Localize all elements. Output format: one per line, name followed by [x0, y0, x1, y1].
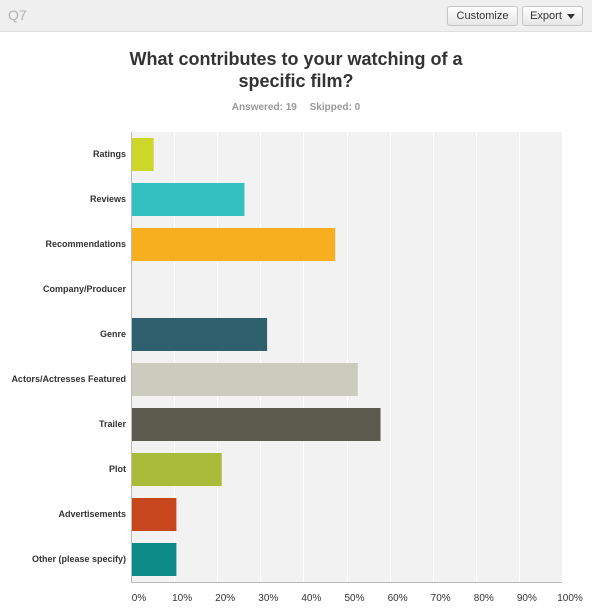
bar	[131, 453, 222, 486]
chevron-down-icon	[566, 13, 575, 19]
x-tick-label: 0%	[131, 593, 147, 604]
export-button[interactable]: Export	[522, 6, 583, 26]
x-tick-label: 10%	[172, 593, 193, 604]
question-number: Q7	[8, 7, 27, 23]
category-label: Ratings	[92, 149, 126, 159]
x-tick-label: 100%	[557, 593, 583, 604]
bar	[131, 408, 381, 441]
customize-button[interactable]: Customize	[447, 6, 518, 26]
chart-title: What contributes to your watching of a s…	[129, 49, 463, 91]
answered-count: Answered: 19	[231, 102, 297, 113]
bar	[131, 138, 154, 171]
bar	[131, 183, 245, 216]
x-tick-label: 30%	[258, 593, 279, 604]
bar	[131, 498, 177, 531]
x-tick-label: 60%	[387, 593, 408, 604]
bar	[131, 543, 177, 576]
category-label: Genre	[99, 329, 126, 339]
category-label: Recommendations	[45, 239, 126, 249]
bar	[131, 318, 268, 351]
category-label: Advertisements	[58, 509, 126, 519]
x-tick-label: 50%	[344, 593, 365, 604]
question-header-bar: Q7 Customize Export	[0, 0, 592, 32]
bar	[131, 363, 358, 396]
category-label: Actors/Actresses Featured	[11, 374, 126, 384]
x-tick-label: 90%	[516, 593, 537, 604]
category-label: Reviews	[89, 194, 126, 204]
bar	[131, 228, 336, 261]
response-stats: Answered: 19 Skipped: 0	[96, 102, 496, 113]
category-label: Plot	[109, 464, 126, 474]
category-label: Trailer	[98, 419, 126, 429]
x-tick-label: 80%	[473, 593, 494, 604]
export-button-label: Export	[530, 10, 562, 22]
skipped-count: Skipped: 0	[309, 102, 361, 113]
x-tick-label: 20%	[215, 593, 236, 604]
x-tick-label: 40%	[301, 593, 322, 604]
category-label: Company/Producer	[42, 284, 126, 294]
x-tick-label: 70%	[430, 593, 451, 604]
category-label: Other (please specify)	[31, 554, 126, 564]
customize-button-label: Customize	[456, 10, 509, 22]
